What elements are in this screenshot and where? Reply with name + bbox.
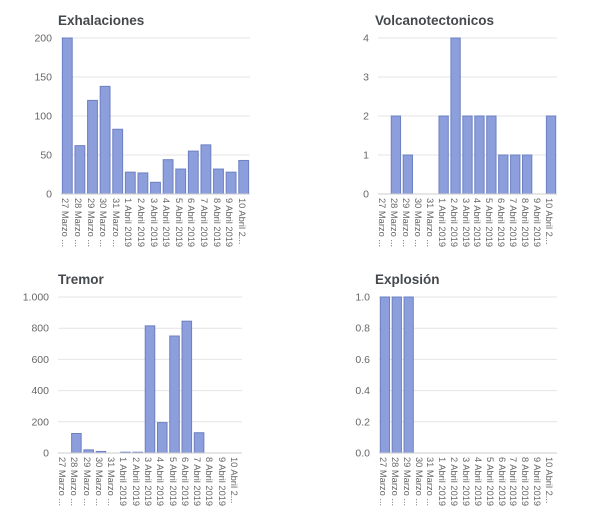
svg-text:0: 0	[43, 447, 49, 459]
svg-text:50: 50	[40, 150, 52, 162]
svg-text:0.4: 0.4	[355, 385, 370, 397]
svg-text:100: 100	[34, 111, 52, 123]
svg-text:400: 400	[31, 385, 49, 397]
svg-text:0.0: 0.0	[355, 447, 370, 459]
svg-text:2: 2	[363, 111, 369, 123]
svg-text:0.8: 0.8	[355, 322, 370, 334]
svg-text:1.000: 1.000	[23, 291, 49, 303]
svg-text:1: 1	[363, 150, 369, 162]
svg-text:800: 800	[31, 322, 49, 334]
svg-text:200: 200	[34, 33, 52, 45]
svg-text:1.0: 1.0	[355, 291, 370, 303]
svg-text:600: 600	[31, 353, 49, 365]
svg-text:4: 4	[363, 33, 369, 45]
svg-text:150: 150	[34, 72, 52, 84]
svg-text:0: 0	[46, 189, 52, 201]
svg-text:200: 200	[31, 416, 49, 428]
svg-text:0: 0	[363, 189, 369, 201]
svg-text:0.2: 0.2	[355, 416, 370, 428]
svg-text:0.6: 0.6	[355, 353, 370, 365]
svg-text:3: 3	[363, 72, 369, 84]
